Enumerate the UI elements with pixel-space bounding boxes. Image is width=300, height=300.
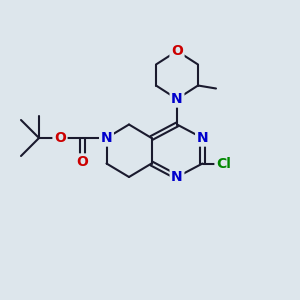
Text: N: N [197, 131, 208, 145]
Text: O: O [54, 131, 66, 145]
Text: O: O [76, 155, 88, 169]
Text: N: N [171, 92, 183, 106]
Text: N: N [171, 170, 183, 184]
Text: N: N [101, 131, 112, 145]
Text: O: O [171, 44, 183, 58]
Text: Cl: Cl [216, 157, 231, 170]
